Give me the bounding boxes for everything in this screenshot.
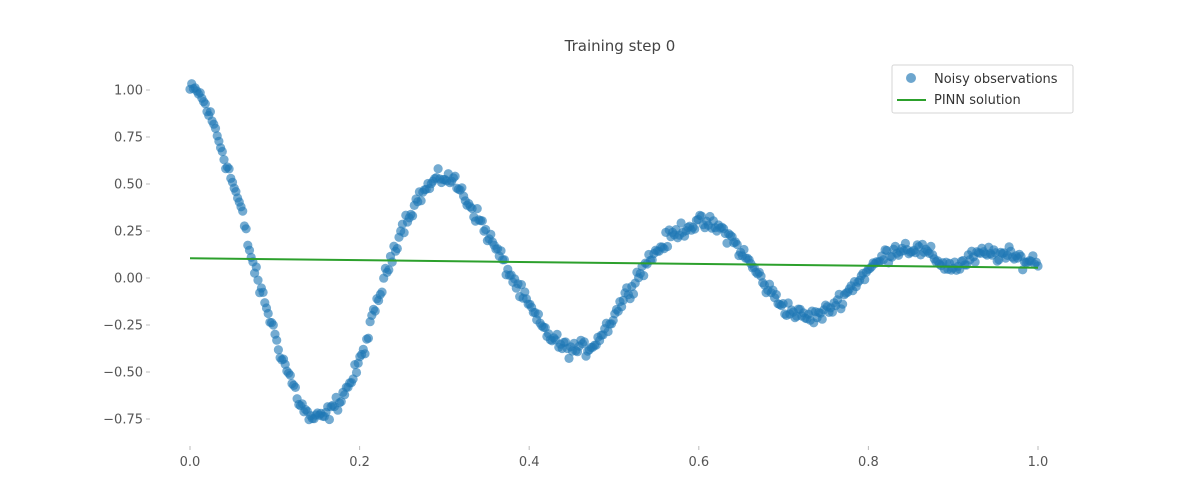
observation-point (244, 245, 255, 255)
observation-point (285, 370, 295, 380)
observation-point (628, 289, 639, 299)
legend-label-pinn: PINN solution (934, 93, 1021, 108)
observation-point (290, 382, 300, 392)
observation-point (472, 204, 482, 214)
y-tick-label: −0.75 (103, 413, 143, 428)
observation-point (258, 287, 268, 297)
observation-point (241, 224, 251, 234)
pinn-solution-line (189, 257, 1039, 269)
y-tick-label: −0.25 (103, 319, 143, 334)
observation-point (516, 280, 527, 290)
observation-point (253, 275, 263, 285)
y-tick-label: −0.50 (103, 366, 143, 381)
observation-point (433, 164, 443, 174)
observation-point (377, 287, 387, 297)
observation-point (324, 414, 334, 425)
observation-point (457, 183, 467, 193)
observation-point (219, 155, 229, 165)
observation-point (399, 228, 409, 238)
observation-point (552, 329, 562, 339)
observation-point (238, 206, 248, 216)
y-tick-label: 0.00 (114, 272, 143, 287)
observation-point (370, 306, 380, 316)
observation-point (477, 216, 487, 226)
y-tick-label: 0.50 (114, 178, 143, 193)
x-tick-label: 0.2 (349, 455, 370, 470)
observation-point (408, 211, 418, 221)
observation-point (224, 164, 234, 174)
observation-point (387, 257, 397, 267)
observation-point (817, 314, 827, 324)
observation-point (639, 271, 649, 281)
observation-point (838, 299, 848, 309)
observation-point (384, 265, 394, 275)
observation-point (351, 367, 362, 378)
legend-marker-observations (906, 73, 916, 83)
observation-point (496, 246, 506, 256)
observation-point (200, 99, 210, 109)
x-tick-label: 0.8 (858, 455, 879, 470)
observation-point (520, 287, 530, 297)
legend-frame (891, 64, 1074, 114)
observation-point (564, 353, 574, 363)
observation-point (1033, 261, 1043, 271)
observation-point (732, 239, 742, 250)
observation-point (210, 123, 221, 133)
chart-title: Training step 0 (564, 37, 676, 55)
observation-point (926, 241, 936, 251)
axes-layer: 0.0 0.2 0.4 0.6 0.8 1.0 1.00 0.75 0.50 0.25 0.00 −0… (103, 84, 1048, 471)
x-tick-label: 0.4 (519, 455, 540, 470)
observation-point (340, 390, 350, 400)
x-tick-label: 0.0 (180, 455, 201, 470)
observation-point (251, 262, 261, 272)
y-tick-label: 0.25 (114, 225, 143, 240)
observation-point (860, 275, 870, 285)
observation-point (363, 333, 373, 343)
x-tick-label: 1.0 (1028, 455, 1049, 470)
observation-point (603, 326, 613, 337)
y-tick-label: 0.75 (114, 131, 143, 146)
y-tick-label: 1.00 (114, 84, 143, 99)
observation-point (268, 320, 278, 330)
observation-point (783, 298, 793, 308)
observation-point (205, 107, 215, 117)
observation-point (533, 309, 544, 319)
observation-point (263, 308, 273, 319)
observation-point (450, 171, 460, 181)
line-layer (189, 257, 1039, 269)
observation-point (333, 405, 343, 415)
observation-point (690, 224, 700, 234)
observation-point (486, 229, 496, 239)
observation-point (416, 196, 426, 206)
observation-point (771, 290, 781, 300)
observation-point (217, 146, 227, 157)
scatter-points-layer (185, 79, 1043, 425)
observation-point (970, 257, 980, 267)
observation-point (360, 349, 370, 359)
observation-point (662, 241, 673, 252)
legend: Noisy observations PINN solution (891, 64, 1074, 114)
observation-point (273, 345, 283, 355)
observation-point (739, 244, 749, 255)
legend-label-observations: Noisy observations (934, 72, 1058, 87)
observation-point (579, 337, 589, 347)
observation-point (336, 397, 346, 407)
observation-point (272, 335, 282, 345)
observation-point (676, 218, 686, 228)
observation-point (392, 243, 402, 254)
x-tick-label: 0.6 (688, 455, 709, 470)
observation-point (499, 255, 509, 265)
observation-point (722, 238, 732, 248)
